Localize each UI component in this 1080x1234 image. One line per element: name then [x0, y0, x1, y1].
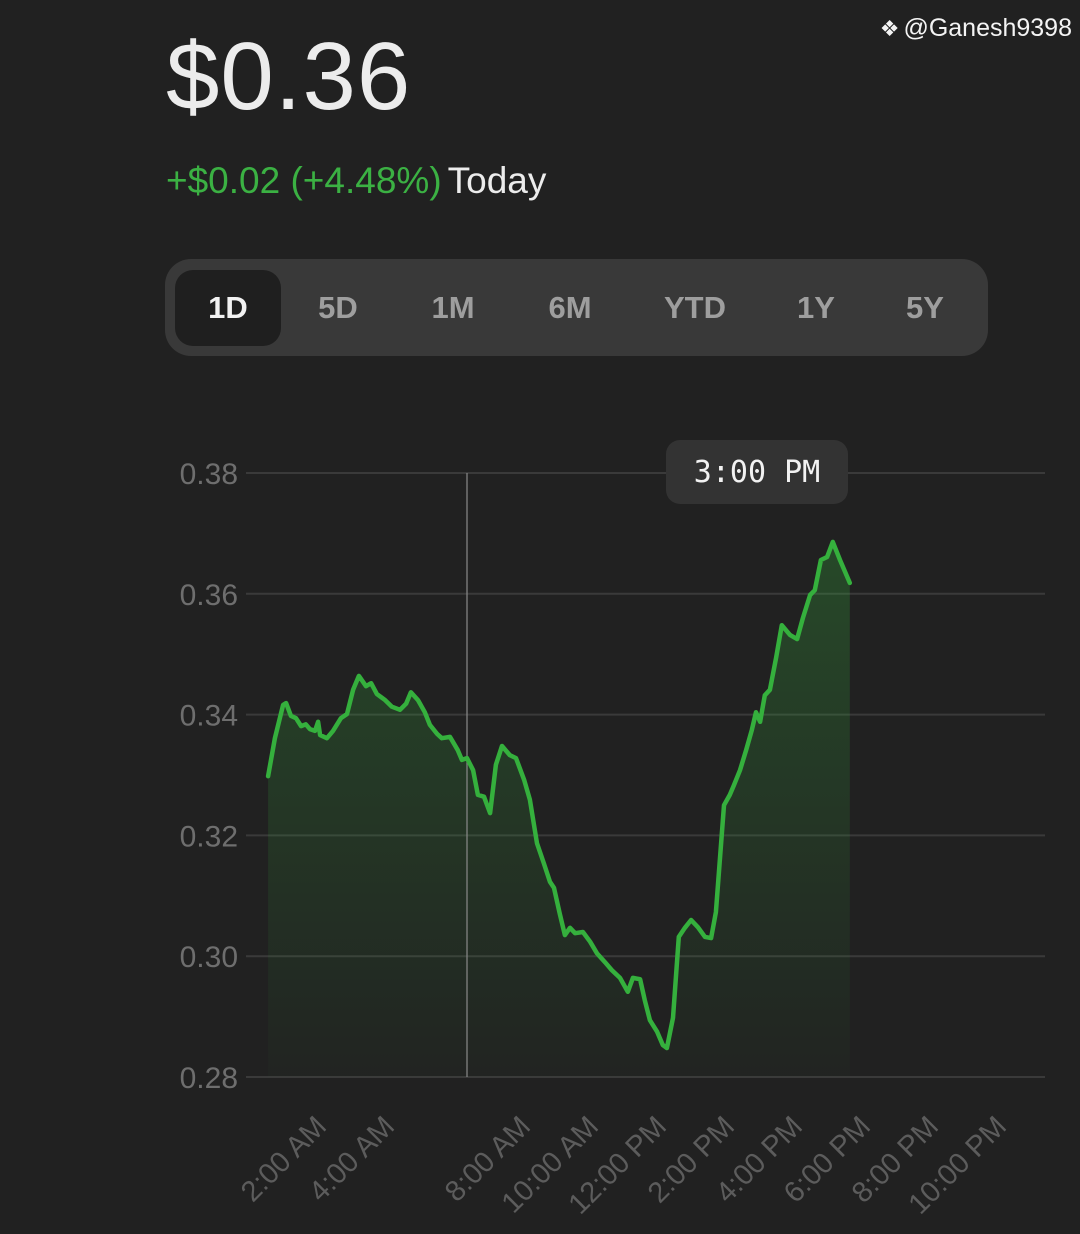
tab-1m[interactable]: 1M	[431, 290, 475, 325]
watermark: ❖ @Ganesh9398	[880, 14, 1072, 43]
y-axis: 0.38 0.36 0.34 0.32 0.30 0.28	[180, 458, 238, 1095]
y-tick-label: 0.30	[180, 941, 238, 974]
price-change-period: Today	[447, 160, 547, 201]
tab-5y[interactable]: 5Y	[906, 290, 944, 325]
tab-5d[interactable]: 5D	[318, 290, 358, 325]
tab-1d[interactable]: 1D	[175, 270, 281, 346]
crosshair-tooltip: 3:00 PM	[666, 440, 848, 504]
y-tick-label: 0.34	[180, 700, 238, 733]
y-tick-label: 0.36	[180, 579, 238, 612]
time-range-selector: 1D 5D 1M 6M YTD 1Y 5Y	[165, 259, 988, 356]
current-price: $0.36	[166, 23, 412, 130]
diamond-logo-icon: ❖	[879, 15, 900, 41]
watermark-text: @Ganesh9398	[903, 14, 1072, 42]
price-line	[265, 539, 853, 1051]
price-change: +$0.02 (+4.48%) Today	[166, 160, 546, 202]
tab-ytd[interactable]: YTD	[664, 290, 726, 325]
price-area-fill	[268, 541, 850, 1077]
tab-6m[interactable]: 6M	[548, 290, 592, 325]
y-tick-label: 0.32	[180, 820, 238, 853]
tab-1y[interactable]: 1Y	[797, 290, 835, 325]
price-change-amount: +$0.02 (+4.48%)	[166, 160, 442, 201]
y-tick-label: 0.28	[180, 1062, 238, 1095]
y-tick-label: 0.38	[180, 458, 238, 491]
